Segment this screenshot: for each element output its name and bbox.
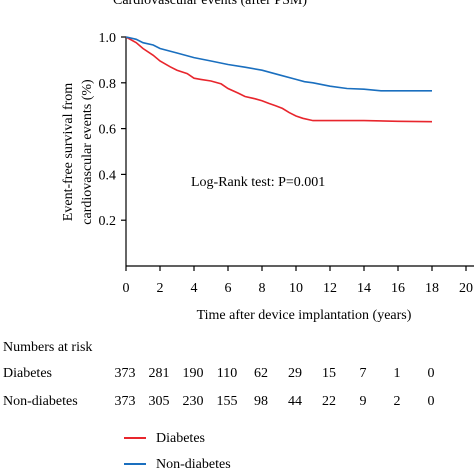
y-tick-label: 0.6 xyxy=(99,123,117,138)
y-axis-label-line-1: Event-free survival from xyxy=(61,83,76,221)
x-tick-label: 20 xyxy=(459,281,473,296)
y-axis-label-line-2: cardiovascular events (%) xyxy=(80,79,95,225)
x-tick-label: 6 xyxy=(225,281,232,296)
y-tick-label: 0.2 xyxy=(99,214,117,229)
risk-cell: 305 xyxy=(149,394,170,409)
x-tick-label: 16 xyxy=(391,281,405,296)
x-tick-label: 8 xyxy=(259,281,266,296)
x-tick-label: 10 xyxy=(289,281,303,296)
risk-cell: 44 xyxy=(288,394,302,409)
risk-cell: 155 xyxy=(217,394,238,409)
risk-cell: 15 xyxy=(322,366,336,381)
risk-cell: 22 xyxy=(322,394,336,409)
y-tick-label: 0.8 xyxy=(99,77,117,92)
x-tick-label: 12 xyxy=(323,281,337,296)
risk-cell: 98 xyxy=(254,394,268,409)
legend-label-diabetes: Diabetes xyxy=(156,431,205,446)
x-tick-label: 0 xyxy=(123,281,130,296)
risk-row-label: Non-diabetes xyxy=(3,394,78,409)
axes: 0 2 4 6 8 10 12 14 16 18 20 0.2 0.4 0.6 0.8 1.0 xyxy=(99,31,474,296)
risk-row-label: Diabetes xyxy=(3,366,52,381)
risk-cell: 7 xyxy=(360,366,367,381)
risk-cell: 29 xyxy=(288,366,302,381)
risk-cell: 373 xyxy=(115,366,136,381)
annotation-log-rank: Log-Rank test: P=0.001 xyxy=(191,175,325,190)
risk-cell: 0 xyxy=(428,394,435,409)
x-tick-label: 18 xyxy=(425,281,439,296)
risk-cell: 190 xyxy=(183,366,204,381)
legend: Diabetes Non-diabetes xyxy=(124,431,231,472)
risk-cell: 62 xyxy=(254,366,268,381)
risk-cell: 9 xyxy=(360,394,367,409)
y-tick-label: 0.4 xyxy=(99,168,117,183)
series-line-non-diabetes xyxy=(125,36,432,92)
legend-label-non-diabetes: Non-diabetes xyxy=(156,457,231,472)
risk-cell: 0 xyxy=(428,366,435,381)
risk-cell: 110 xyxy=(217,366,237,381)
risk-table-heading: Numbers at risk xyxy=(3,340,92,355)
risk-cell: 230 xyxy=(183,394,204,409)
chart-title: Cardiovascular events (after PSM) xyxy=(113,0,307,8)
risk-cell: 1 xyxy=(394,366,401,381)
risk-table: Diabetes 373 281 190 110 62 29 15 7 1 0Non-diabete… xyxy=(3,366,435,409)
x-tick-label: 4 xyxy=(191,281,198,296)
x-tick-label: 2 xyxy=(157,281,164,296)
series-group xyxy=(125,36,433,123)
x-axis-label: Time after device implantation (years) xyxy=(197,308,412,323)
x-tick-label: 14 xyxy=(357,281,371,296)
risk-cell: 2 xyxy=(394,394,401,409)
y-tick-label: 1.0 xyxy=(99,31,117,46)
series-line-diabetes xyxy=(125,36,433,123)
risk-cell: 281 xyxy=(149,366,170,381)
risk-cell: 373 xyxy=(115,394,136,409)
